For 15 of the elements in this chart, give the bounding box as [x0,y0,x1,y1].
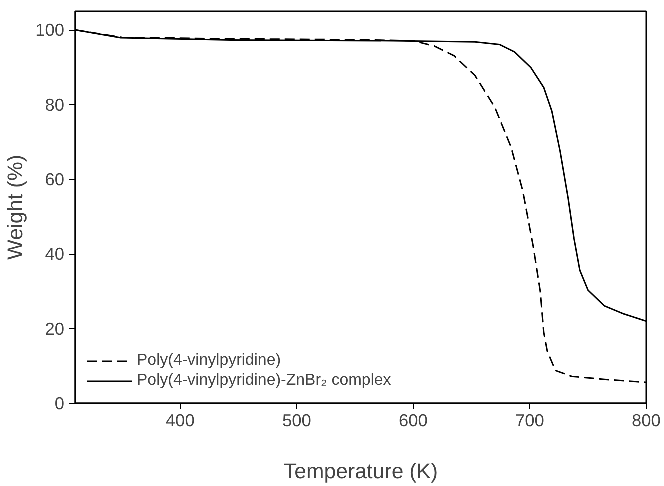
legend-label: Poly(4-vinylpyridine)-ZnBr₂ complex [137,372,392,390]
legend-label: Poly(4-vinylpyridine) [137,352,282,370]
y-tick-label: 60 [45,170,65,190]
y-tick-label: 80 [45,94,65,115]
y-tick-label: 100 [36,20,65,40]
x-tick-label: 700 [516,410,544,430]
x-axis-title: Temperature (K) [284,460,438,484]
x-tick-label: 500 [282,410,312,430]
y-tick-label: 40 [45,244,65,264]
y-axis-title: Weight (%) [4,154,28,260]
x-tick-label: 400 [166,410,195,430]
y-tick-label: 20 [45,318,65,339]
x-tick-label: 800 [632,410,661,430]
y-tick-label: 0 [54,394,65,414]
x-tick-label: 600 [398,410,428,430]
